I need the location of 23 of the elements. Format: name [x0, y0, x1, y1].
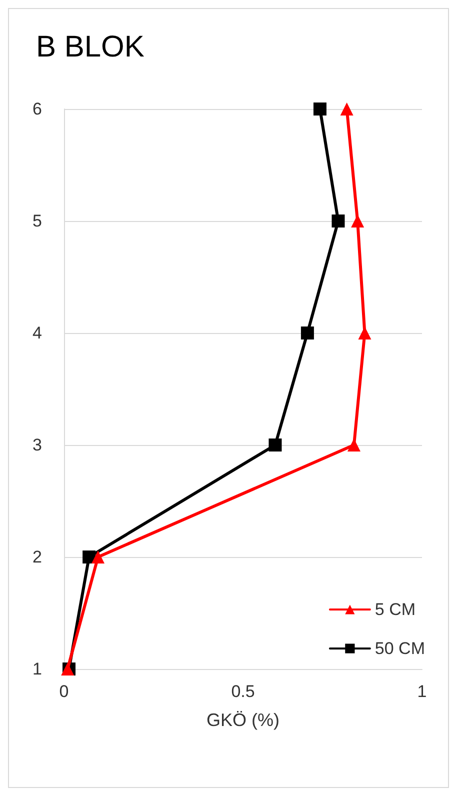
y-tick-label: 3	[32, 436, 42, 454]
point	[347, 438, 360, 452]
y-tick-label: 4	[32, 324, 42, 342]
x-tick-label: 0.5	[231, 682, 255, 701]
y-tick-label: 5	[32, 212, 42, 230]
chart-title: B BLOK	[36, 30, 144, 64]
x-tick-label: 0	[59, 682, 69, 701]
point	[82, 550, 96, 564]
y-tick-label: 6	[32, 100, 42, 118]
point	[358, 326, 372, 340]
x-axis-title: GKÖ (%)	[206, 710, 280, 730]
legend-label: 5 CM	[374, 600, 416, 619]
point	[268, 438, 282, 452]
point	[300, 326, 314, 340]
point	[351, 214, 364, 228]
legend-label: 50 CM	[374, 639, 426, 658]
y-tick-label: 2	[32, 548, 42, 566]
point	[92, 550, 105, 564]
point	[313, 102, 326, 116]
y-tick-label: 1	[32, 660, 42, 678]
point	[332, 214, 345, 228]
x-tick-label: 1	[417, 682, 427, 701]
point	[340, 102, 354, 116]
